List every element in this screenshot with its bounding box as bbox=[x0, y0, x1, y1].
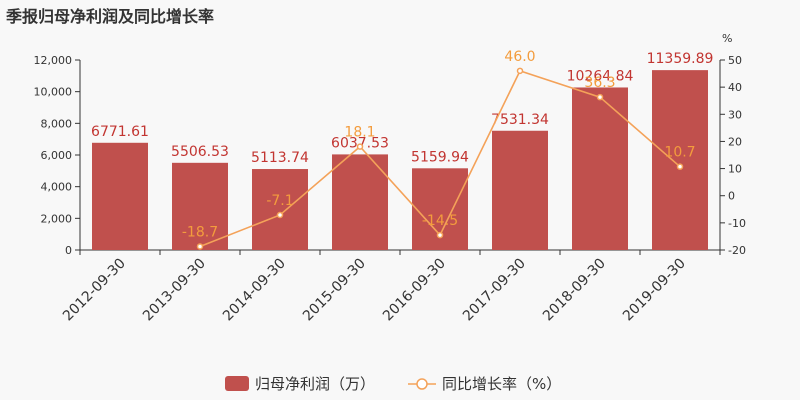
x-tick-label: 2013-09-30 bbox=[140, 256, 209, 325]
y-right-axis-label: % bbox=[722, 32, 732, 45]
x-tick-label: 2017-09-30 bbox=[460, 256, 529, 325]
line-point bbox=[596, 93, 604, 101]
line-point bbox=[516, 67, 524, 75]
x-tick-label: 2018-09-30 bbox=[540, 256, 609, 325]
y-left-tick-label: 8,000 bbox=[41, 117, 73, 130]
y-right-tick-label: 0 bbox=[728, 190, 735, 203]
line-value-label: 46.0 bbox=[504, 49, 535, 65]
y-left-tick-label: 0 bbox=[65, 244, 72, 257]
line-value-label: -14.5 bbox=[422, 213, 458, 229]
legend-line-marker bbox=[416, 378, 428, 390]
bar-value-label: 7531.34 bbox=[491, 112, 549, 128]
line-value-label: -18.7 bbox=[182, 224, 218, 240]
bar-value-label: 5506.53 bbox=[171, 144, 229, 160]
bar bbox=[172, 162, 228, 250]
y-right-tick-label: 10 bbox=[728, 163, 742, 176]
line-point bbox=[676, 163, 684, 170]
y-left-tick-label: 10,000 bbox=[34, 86, 73, 99]
y-right-tick-label: 30 bbox=[728, 108, 742, 121]
y-left-tick-label: 2,000 bbox=[41, 212, 73, 225]
legend-bar-swatch bbox=[225, 376, 249, 391]
line-value-label: 10.7 bbox=[664, 145, 695, 161]
x-tick-label: 2014-09-30 bbox=[220, 256, 289, 325]
legend-bar-label: 归母净利润（万） bbox=[255, 375, 375, 393]
y-left-tick-label: 6,000 bbox=[41, 149, 73, 162]
line-value-label: -7.1 bbox=[266, 193, 293, 209]
y-right-tick-label: 50 bbox=[728, 54, 742, 67]
bar-value-label: 10264.84 bbox=[567, 68, 634, 84]
line-point bbox=[356, 143, 364, 150]
bar-value-label: 5159.94 bbox=[411, 149, 469, 165]
x-tick-label: 2019-09-30 bbox=[620, 256, 689, 325]
y-left-tick-label: 12,000 bbox=[34, 54, 73, 67]
y-right-tick-label: -20 bbox=[728, 244, 746, 257]
line-point bbox=[436, 231, 444, 239]
chart-title: 季报归母净利润及同比增长率 bbox=[6, 7, 215, 26]
x-tick-label: 2016-09-30 bbox=[380, 256, 449, 325]
line-value-label: 36.3 bbox=[584, 75, 615, 91]
x-tick-label: 2015-09-30 bbox=[300, 256, 369, 325]
legend-line-label: 同比增长率（%） bbox=[442, 375, 561, 393]
bar-value-label: 11359.89 bbox=[647, 51, 714, 67]
bar-value-label: 5113.74 bbox=[251, 150, 309, 166]
line-value-label: 18.1 bbox=[344, 125, 375, 141]
bar-value-label: 6771.61 bbox=[91, 124, 149, 140]
bar bbox=[92, 142, 148, 250]
line-point bbox=[276, 211, 284, 219]
bar bbox=[332, 154, 388, 250]
y-right-tick-label: -10 bbox=[728, 217, 746, 230]
x-tick-label: 2012-09-30 bbox=[60, 256, 129, 325]
y-right-tick-label: 20 bbox=[728, 135, 742, 148]
bar bbox=[572, 87, 628, 251]
y-right-tick-label: 40 bbox=[728, 81, 742, 94]
y-left-tick-label: 4,000 bbox=[41, 181, 73, 194]
bar bbox=[252, 169, 308, 250]
bar bbox=[492, 130, 548, 250]
bar bbox=[652, 70, 708, 251]
line-point bbox=[196, 243, 204, 250]
